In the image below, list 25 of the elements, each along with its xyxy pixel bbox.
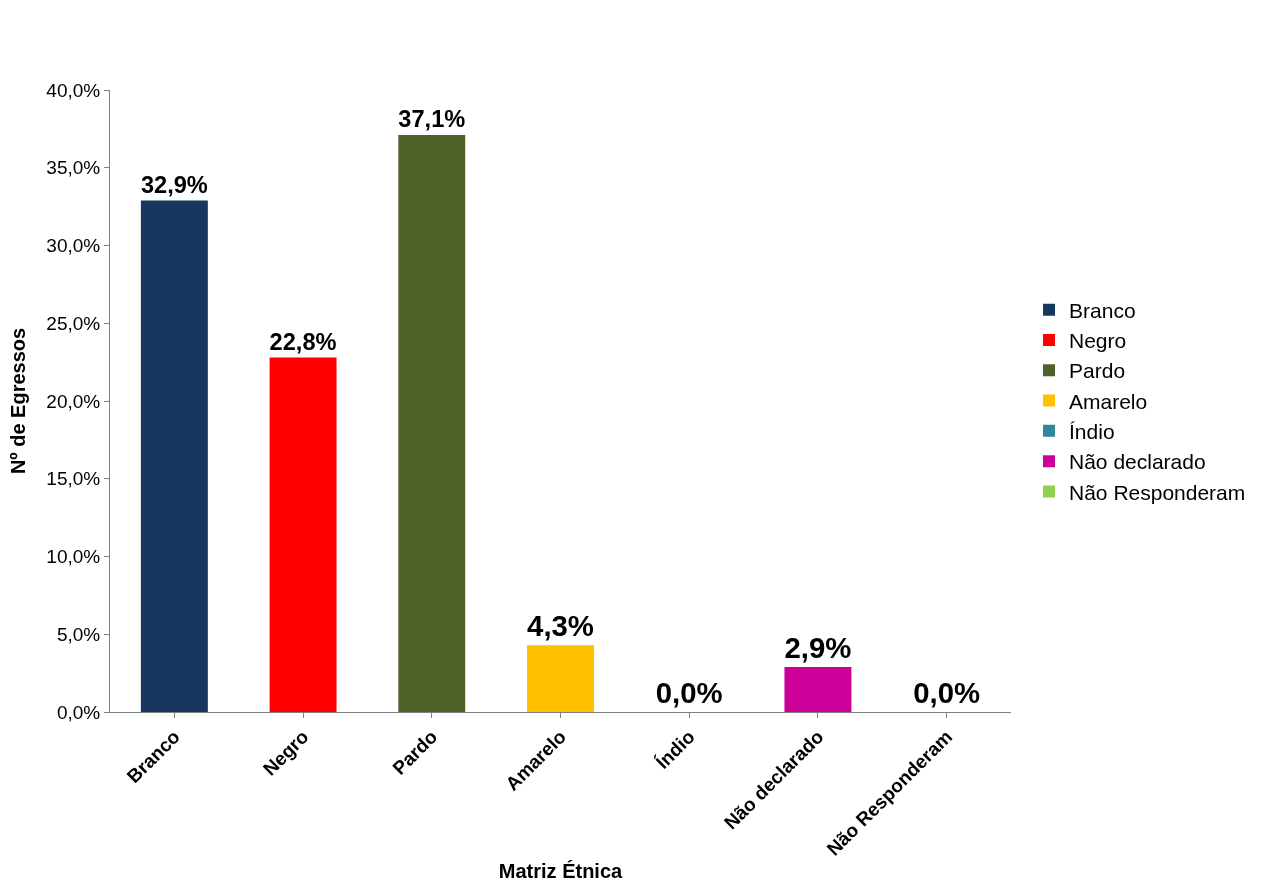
legend-label: Negro — [1069, 329, 1127, 353]
data-label: 22,8% — [269, 328, 337, 355]
y-tick-label: 30,0% — [46, 235, 101, 257]
y-tick-label: 35,0% — [46, 157, 101, 179]
legend-label: Pardo — [1069, 359, 1126, 383]
y-axis-title: Nº de Egressos — [6, 327, 29, 475]
y-tick-label: 15,0% — [46, 468, 101, 490]
y-tick-label: 0,0% — [56, 701, 101, 723]
legend-label: Índio — [1069, 420, 1115, 444]
x-axis-title: Matriz Étnica — [498, 860, 624, 883]
data-label: 2,9% — [784, 631, 852, 665]
data-label: 0,0% — [913, 676, 981, 710]
data-label: 0,0% — [655, 676, 723, 710]
y-tick-label: 5,0% — [56, 623, 101, 645]
data-label: 37,1% — [398, 106, 466, 133]
data-label: 4,3% — [527, 609, 594, 643]
y-tick-label: 10,0% — [46, 546, 101, 568]
legend-label: Amarelo — [1069, 389, 1148, 413]
legend-label: Não Responderam — [1069, 480, 1246, 504]
legend-label: Não declarado — [1069, 450, 1206, 474]
y-tick-label: 40,0% — [46, 79, 101, 101]
y-tick-label: 25,0% — [46, 312, 101, 334]
y-tick-label: 20,0% — [46, 390, 101, 412]
data-label: 32,9% — [140, 171, 208, 198]
legend-label: Branco — [1069, 298, 1136, 322]
